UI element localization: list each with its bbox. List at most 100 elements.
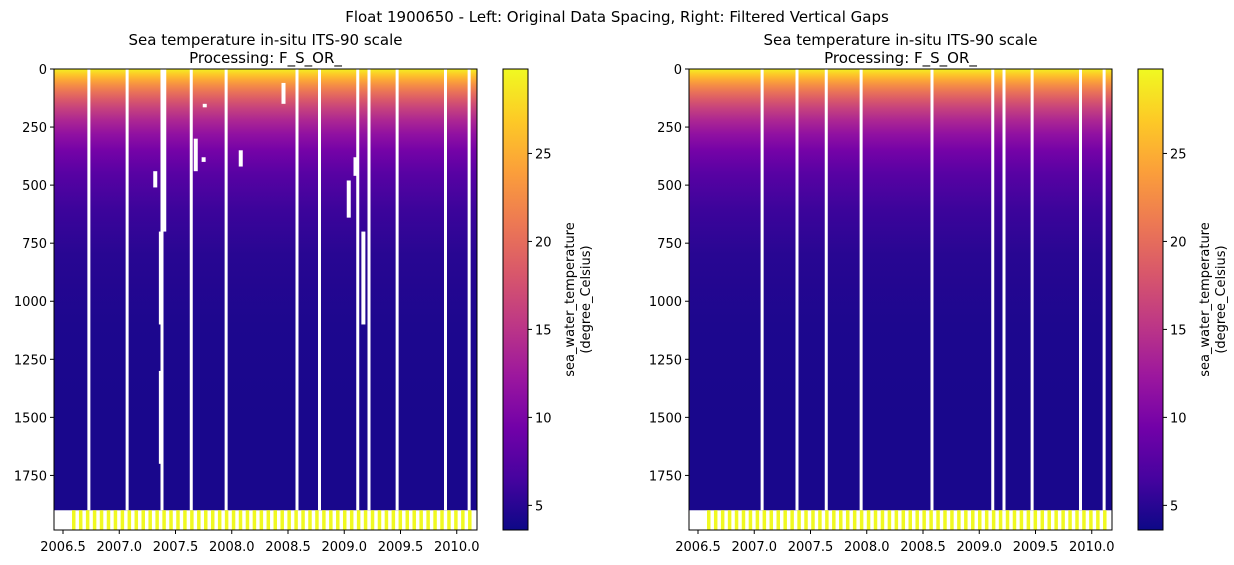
full-column-gap xyxy=(991,69,995,511)
deep-profile-tick xyxy=(1089,510,1093,530)
deep-profile-tick xyxy=(818,510,822,530)
partial-gap xyxy=(193,138,198,172)
partial-gap xyxy=(353,157,358,176)
full-column-gap xyxy=(795,69,799,511)
panel-right: Sea temperature in-situ ITS-90 scaleProc… xyxy=(649,31,1229,555)
colorbar-label-line2: (degree_Celsius) xyxy=(1214,245,1229,353)
deep-profile-tick xyxy=(245,510,250,530)
deep-profile-tick xyxy=(349,510,354,530)
deep-profile-tick xyxy=(329,510,333,530)
deep-profile-tick xyxy=(866,510,871,530)
colorbar-label-line1: sea_water_temperature xyxy=(1198,222,1213,377)
x-tick-label: 2009.5 xyxy=(1013,540,1059,555)
deep-profile-tick xyxy=(294,510,298,530)
deep-profile-tick xyxy=(405,510,410,530)
deep-profile-tick xyxy=(210,510,215,530)
deep-profile-tick xyxy=(991,510,996,530)
deep-profile-tick xyxy=(762,510,767,530)
y-tick-label: 1750 xyxy=(14,469,47,484)
heatmap-field xyxy=(54,69,477,511)
partial-gap xyxy=(201,157,206,162)
deep-profile-tick xyxy=(713,510,718,530)
deep-profile-tick xyxy=(1033,510,1038,530)
full-column-gap xyxy=(444,69,447,511)
deep-profile-tick xyxy=(1082,510,1086,530)
deep-profile-tick xyxy=(998,510,1003,530)
deep-profile-tick xyxy=(238,510,243,530)
x-tick-label: 2006.5 xyxy=(675,540,721,555)
deep-profile-tick xyxy=(957,510,961,530)
deep-profile-tick xyxy=(315,510,319,530)
deep-profile-tick xyxy=(92,510,97,530)
x-tick-label: 2009.0 xyxy=(322,540,368,555)
deep-profile-tick xyxy=(839,510,843,530)
figure-title: Float 1900650 - Left: Original Data Spac… xyxy=(345,8,889,26)
y-tick-label: 1500 xyxy=(649,411,682,426)
deep-profile-tick xyxy=(176,510,180,530)
deep-profile-tick xyxy=(169,510,173,530)
deep-profile-tick xyxy=(342,510,347,530)
deep-profile-tick xyxy=(964,510,968,530)
y-tick-label: 0 xyxy=(39,63,47,78)
deep-profile-tick xyxy=(1005,510,1010,530)
deep-profile-tick xyxy=(1054,510,1058,530)
deep-profile-tick xyxy=(707,510,711,530)
deep-profile-tick xyxy=(727,510,732,530)
deep-profile-tick xyxy=(106,510,111,530)
chart-title-line2: Processing: F_S_OR_ xyxy=(824,49,977,68)
x-tick-label: 2007.5 xyxy=(153,540,199,555)
partial-gap xyxy=(346,180,351,218)
deep-profile-tick xyxy=(224,510,229,530)
deep-profile-tick xyxy=(412,510,416,530)
deep-profile-tick xyxy=(377,510,382,530)
full-column-gap xyxy=(87,69,91,511)
deep-profile-tick xyxy=(873,510,878,530)
deep-profile-tick xyxy=(1068,510,1072,530)
deep-profile-tick xyxy=(1040,510,1045,530)
colorbar xyxy=(502,68,529,531)
full-column-gap xyxy=(224,69,228,511)
full-column-gap xyxy=(295,69,299,511)
deep-profile-tick xyxy=(461,510,465,530)
deep-profile-tick xyxy=(880,510,885,530)
y-tick-label: 0 xyxy=(674,63,682,78)
full-column-gap xyxy=(1002,69,1006,511)
colorbar-tick-label: 20 xyxy=(1170,235,1187,250)
partial-gap xyxy=(162,69,167,232)
deep-profile-tick xyxy=(901,510,906,530)
deep-profile-tick xyxy=(273,510,277,530)
deep-profile-tick xyxy=(266,510,271,530)
deep-profile-tick xyxy=(887,510,892,530)
chart-title-line1: Sea temperature in-situ ITS-90 scale xyxy=(763,31,1037,49)
deep-profile-tick xyxy=(384,510,389,530)
deep-profile-tick xyxy=(1019,510,1024,530)
full-column-gap xyxy=(356,69,360,511)
deep-profile-tick xyxy=(447,510,451,530)
deep-profile-tick xyxy=(301,510,305,530)
deep-profile-tick xyxy=(322,510,326,530)
deep-profile-tick xyxy=(971,510,975,530)
deep-profile-tick xyxy=(391,510,396,530)
deep-profile-tick xyxy=(134,510,139,530)
x-tick-label: 2010.0 xyxy=(1069,540,1115,555)
x-tick-label: 2007.0 xyxy=(732,540,778,555)
full-column-gap xyxy=(125,69,129,511)
deep-profile-tick xyxy=(85,510,90,530)
partial-gap xyxy=(361,231,366,325)
deep-profile-tick xyxy=(259,510,264,530)
colorbar-tick-label: 5 xyxy=(1170,499,1178,514)
deep-profile-tick xyxy=(204,510,208,530)
deep-profile-tick xyxy=(190,510,194,530)
deep-profile-tick xyxy=(440,510,444,530)
deep-profile-tick xyxy=(845,510,850,530)
y-tick-label: 1750 xyxy=(649,469,682,484)
x-tick-label: 2007.0 xyxy=(97,540,143,555)
deep-profile-tick xyxy=(859,510,864,530)
deep-profile-tick xyxy=(797,510,801,530)
deep-profile-tick xyxy=(419,510,423,530)
partial-gap xyxy=(238,150,243,167)
colorbar xyxy=(1137,68,1164,531)
deep-profile-tick xyxy=(1047,510,1051,530)
deep-profile-tick xyxy=(720,510,725,530)
